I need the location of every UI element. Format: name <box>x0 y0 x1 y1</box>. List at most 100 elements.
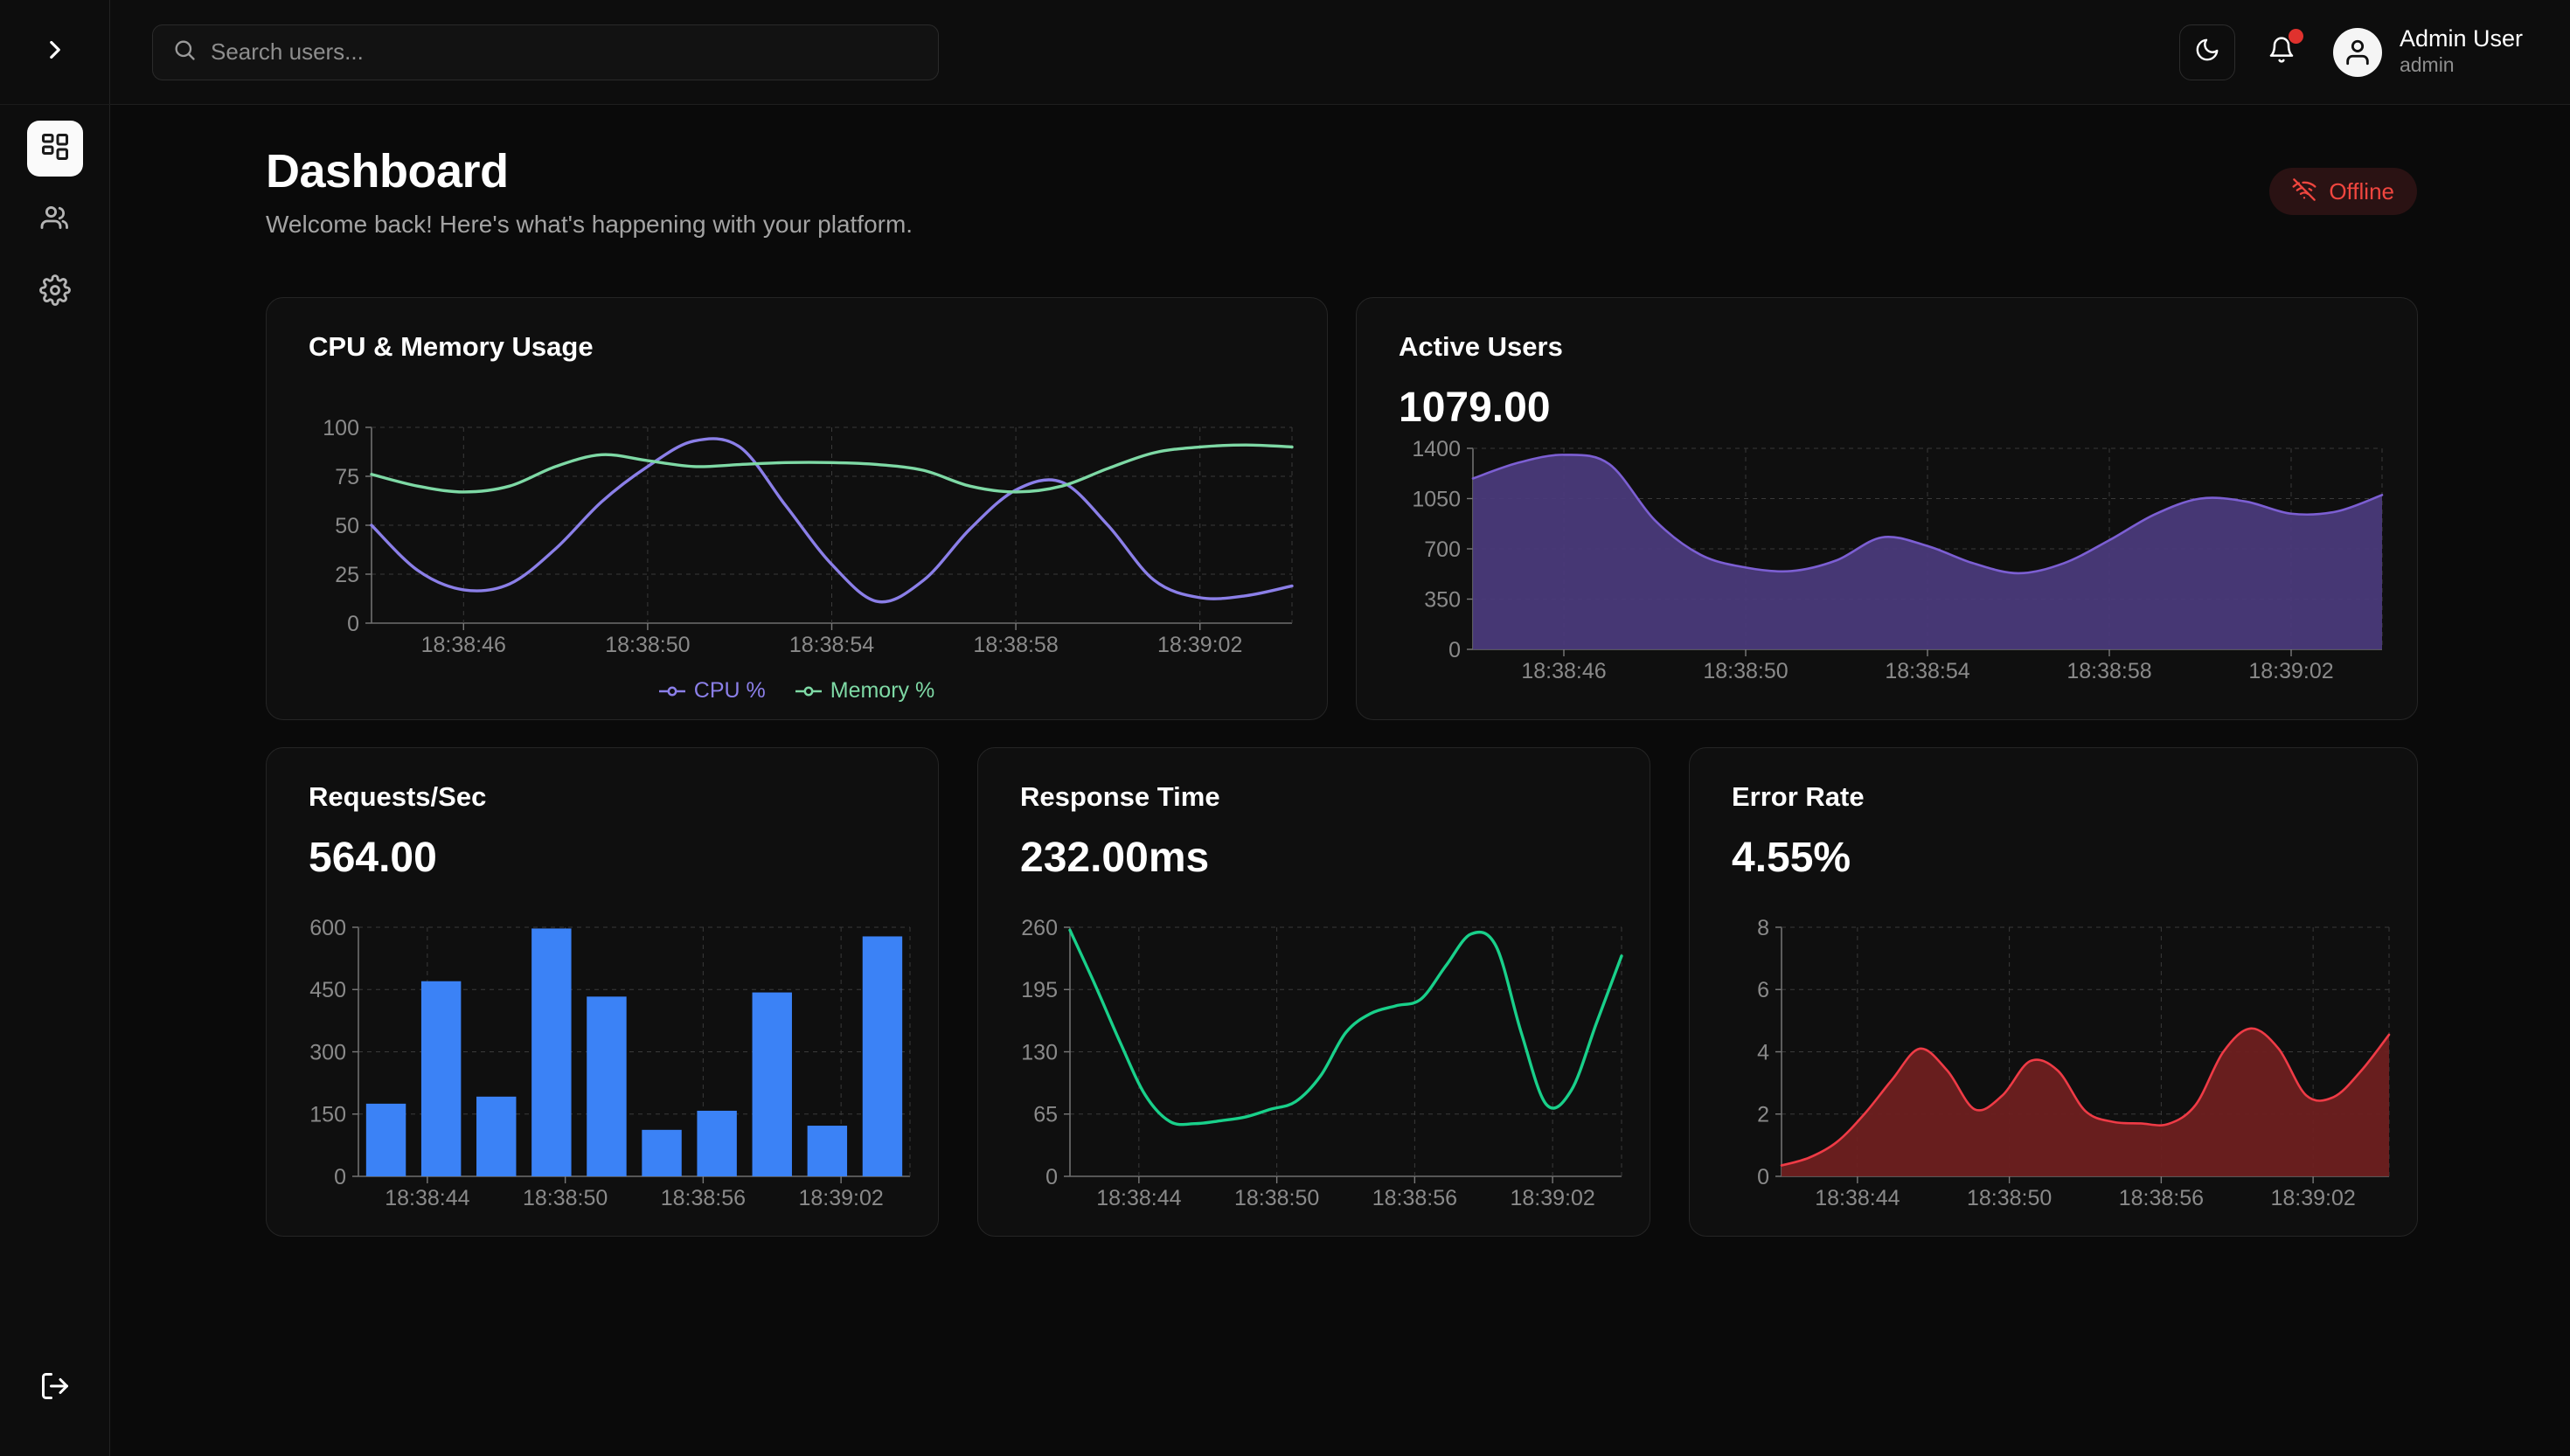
card-error-rate: Error Rate 4.55% 0 2 4 6 8 18:38:44 18:38:50 18… <box>1689 747 2418 1237</box>
svg-text:18:38:56: 18:38:56 <box>2119 1186 2204 1210</box>
card-response-time: Response Time 232.00ms 0 65 130 195 260 18:38… <box>977 747 1650 1237</box>
logout-icon <box>39 1370 71 1406</box>
sidebar-item-dashboard[interactable] <box>26 121 83 177</box>
topbar: Search users... Admin User admin <box>110 0 2570 105</box>
bell-icon <box>2268 36 2296 68</box>
page-header: Dashboard Welcome back! Here's what's ha… <box>266 144 913 239</box>
svg-text:0: 0 <box>347 612 359 636</box>
gear-icon <box>38 274 71 310</box>
search-input[interactable]: Search users... <box>152 24 939 80</box>
chart-legend: CPU % Memory % <box>267 678 1327 704</box>
legend-item-memory[interactable]: Memory % <box>795 678 934 704</box>
topbar-actions: Admin User admin <box>2178 24 2523 80</box>
svg-text:18:38:44: 18:38:44 <box>1815 1186 1900 1210</box>
svg-text:18:38:58: 18:38:58 <box>2066 659 2151 683</box>
sidebar-toggle-button[interactable] <box>0 0 110 105</box>
svg-text:18:38:50: 18:38:50 <box>1703 659 1788 683</box>
user-name: Admin User <box>2399 25 2523 52</box>
svg-text:260: 260 <box>1021 916 1058 940</box>
svg-text:18:39:02: 18:39:02 <box>1510 1186 1594 1210</box>
svg-text:18:39:02: 18:39:02 <box>2248 659 2333 683</box>
logout-button[interactable] <box>27 1360 83 1416</box>
sidebar-item-settings[interactable] <box>27 264 83 320</box>
theme-toggle-button[interactable] <box>2178 24 2235 80</box>
svg-text:18:38:50: 18:38:50 <box>1967 1186 2052 1210</box>
user-role: admin <box>2399 53 2455 77</box>
grid-dashboard-icon <box>39 131 71 167</box>
user-avatar-icon <box>2346 39 2369 65</box>
svg-text:2: 2 <box>1757 1103 1769 1127</box>
svg-text:0: 0 <box>1045 1165 1058 1189</box>
avatar <box>2332 27 2382 77</box>
chart-error-rate: 0 2 4 6 8 18:38:44 18:38:50 18:38:56 18:39:02 <box>1690 748 2417 1236</box>
svg-text:100: 100 <box>323 416 359 440</box>
svg-text:450: 450 <box>309 978 346 1002</box>
legend-label-memory: Memory % <box>830 678 935 703</box>
card-title: Error Rate <box>1732 781 1865 812</box>
card-title: Response Time <box>1020 781 1220 812</box>
page-subtitle: Welcome back! Here's what's happening wi… <box>266 211 913 238</box>
chart-cpu-memory: 0 25 50 75 100 18:38:46 18:38:50 18:38:54 18:38:… <box>267 298 1327 719</box>
svg-text:18:38:56: 18:38:56 <box>1372 1186 1457 1210</box>
svg-text:18:38:46: 18:38:46 <box>421 633 506 657</box>
card-active-users: Active Users 1079.00 0 350 700 1050 1400 18:3… <box>1356 297 2418 720</box>
card-value: 564.00 <box>309 835 437 881</box>
legend-marker-memory <box>795 686 822 696</box>
svg-text:1050: 1050 <box>1412 487 1461 511</box>
user-info: Admin User admin <box>2400 25 2523 79</box>
svg-text:65: 65 <box>1033 1103 1058 1127</box>
sidebar-item-users[interactable] <box>27 192 83 248</box>
svg-text:18:39:02: 18:39:02 <box>1157 633 1242 657</box>
card-requests: Requests/Sec 564.00 0 150 300 450 600 18:38:4… <box>266 747 939 1237</box>
svg-text:75: 75 <box>335 465 359 489</box>
svg-text:0: 0 <box>1757 1165 1769 1189</box>
svg-text:18:38:50: 18:38:50 <box>605 633 690 657</box>
svg-text:1400: 1400 <box>1412 437 1461 461</box>
svg-text:600: 600 <box>309 916 346 940</box>
notifications-button[interactable] <box>2261 28 2303 74</box>
card-cpu-memory: CPU & Memory Usage 0 25 50 75 100 18:38:46 18:… <box>266 297 1328 720</box>
svg-text:130: 130 <box>1021 1040 1058 1064</box>
svg-text:18:38:46: 18:38:46 <box>1521 659 1606 683</box>
svg-text:18:38:44: 18:38:44 <box>385 1186 469 1210</box>
svg-text:4: 4 <box>1757 1040 1769 1064</box>
chart-requests: 0 150 300 450 600 18:38:44 18:38:50 18:38:56 18:… <box>267 748 938 1236</box>
card-value: 1079.00 <box>1399 385 1551 431</box>
svg-text:18:38:54: 18:38:54 <box>1885 659 1969 683</box>
status-badge: Offline <box>2269 168 2417 215</box>
svg-text:18:39:02: 18:39:02 <box>798 1186 883 1210</box>
svg-text:700: 700 <box>1424 537 1461 562</box>
card-value: 4.55% <box>1732 835 1851 881</box>
svg-text:25: 25 <box>335 563 359 587</box>
main-content: Dashboard Welcome back! Here's what's ha… <box>110 105 2570 1456</box>
svg-text:6: 6 <box>1757 978 1769 1002</box>
status-badge-label: Offline <box>2329 177 2394 205</box>
svg-text:18:38:54: 18:38:54 <box>789 633 874 657</box>
page-title: Dashboard <box>266 145 509 198</box>
sidebar <box>0 0 110 1456</box>
svg-text:0: 0 <box>1448 638 1461 662</box>
svg-text:18:38:58: 18:38:58 <box>973 633 1058 657</box>
svg-text:18:38:56: 18:38:56 <box>661 1186 746 1210</box>
card-title: Active Users <box>1399 331 1563 362</box>
moon-icon <box>2194 37 2220 67</box>
chevron-right-icon <box>40 35 70 69</box>
chart-active-users: 0 350 700 1050 1400 18:38:46 18:38:50 18:38:54 1… <box>1357 298 2417 719</box>
user-menu[interactable]: Admin User admin <box>2332 25 2523 79</box>
legend-item-cpu[interactable]: CPU % <box>658 678 766 704</box>
search-placeholder: Search users... <box>211 38 364 65</box>
legend-marker-cpu <box>658 686 685 696</box>
chart-response-time: 0 65 130 195 260 18:38:44 18:38:50 18:38:56 18:3… <box>978 748 1650 1236</box>
legend-label-cpu: CPU % <box>693 678 766 703</box>
svg-text:150: 150 <box>309 1103 346 1127</box>
svg-text:18:38:44: 18:38:44 <box>1096 1186 1181 1210</box>
svg-text:18:39:02: 18:39:02 <box>2270 1186 2355 1210</box>
svg-text:300: 300 <box>309 1040 346 1064</box>
svg-text:350: 350 <box>1424 587 1461 612</box>
svg-text:195: 195 <box>1021 978 1058 1002</box>
card-title: CPU & Memory Usage <box>309 331 594 362</box>
svg-text:8: 8 <box>1757 916 1769 940</box>
card-value: 232.00ms <box>1020 835 1210 881</box>
wifi-off-icon <box>2292 177 2316 206</box>
svg-text:50: 50 <box>335 514 359 538</box>
